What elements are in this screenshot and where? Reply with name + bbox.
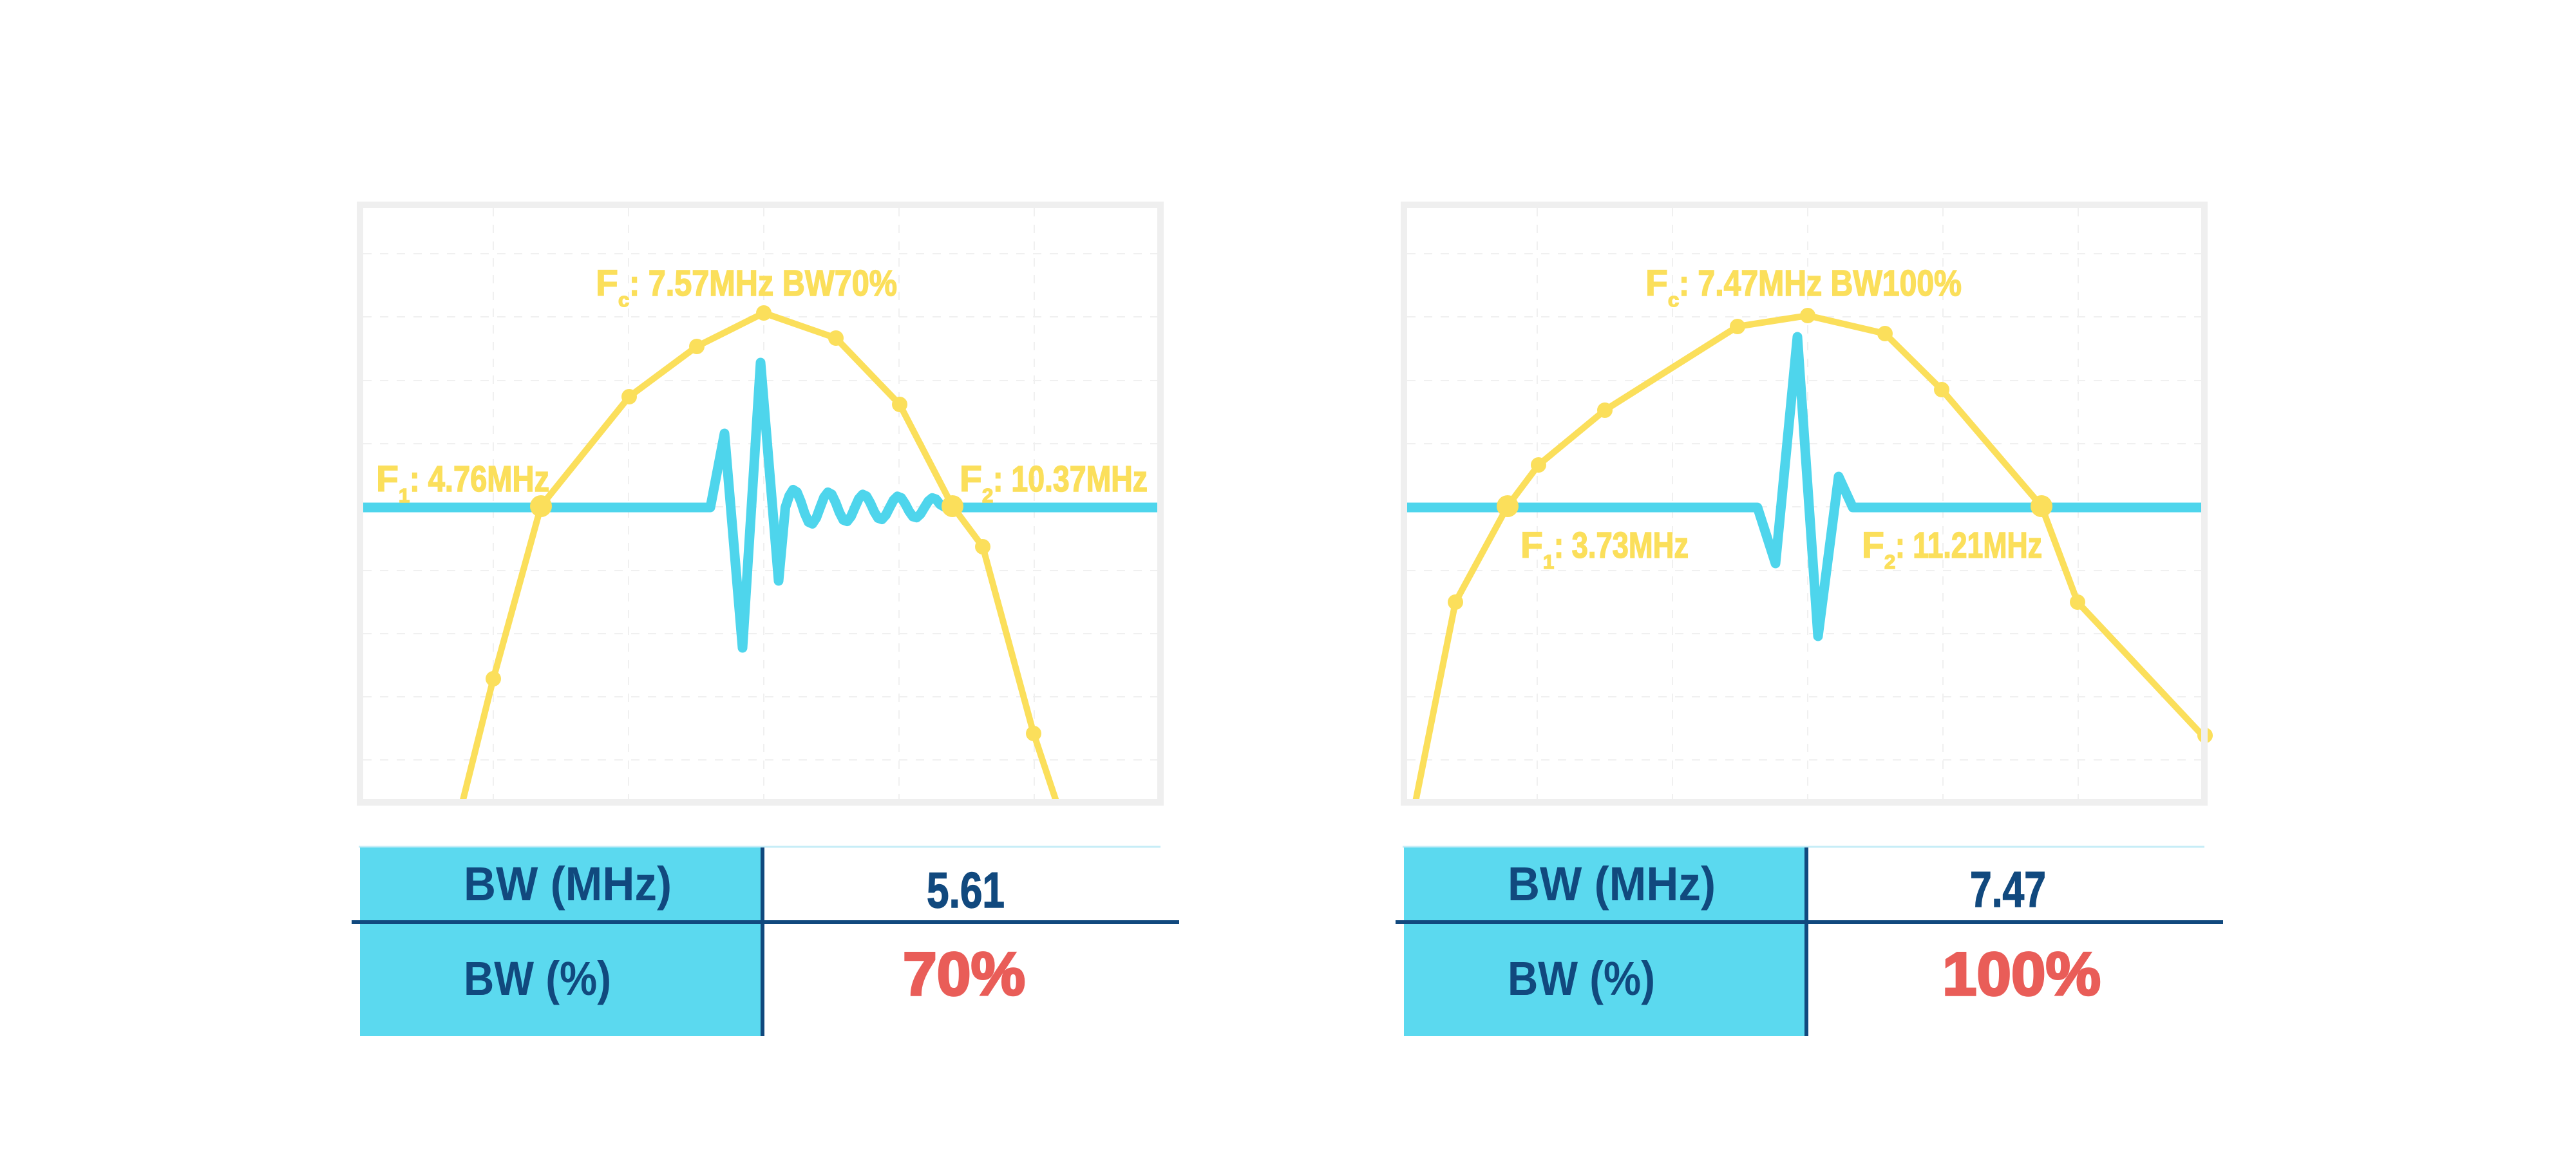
svg-text:1: 1 bbox=[1543, 551, 1554, 573]
svg-text:F: F bbox=[1645, 263, 1668, 304]
svg-text:2: 2 bbox=[1884, 551, 1895, 573]
svg-text:: 7.57MHz BW70%: : 7.57MHz BW70% bbox=[629, 263, 897, 304]
svg-text:F: F bbox=[596, 263, 618, 304]
svg-text:c: c bbox=[1668, 288, 1679, 311]
svg-text:F: F bbox=[960, 459, 982, 500]
svg-text:70%: 70% bbox=[903, 940, 1025, 1008]
svg-text:: 7.47MHz BW100%: : 7.47MHz BW100% bbox=[1679, 263, 1962, 304]
svg-text:F: F bbox=[376, 459, 399, 500]
svg-text:c: c bbox=[618, 288, 629, 311]
svg-text:: 4.76MHz: : 4.76MHz bbox=[410, 459, 549, 500]
svg-text:100%: 100% bbox=[1942, 940, 2101, 1008]
svg-text:: 3.73MHz: : 3.73MHz bbox=[1554, 525, 1689, 566]
svg-text:2: 2 bbox=[982, 484, 993, 507]
svg-text:F: F bbox=[1862, 525, 1884, 566]
svg-text:BW (%): BW (%) bbox=[464, 952, 611, 1005]
svg-text:: 10.37MHz: : 10.37MHz bbox=[993, 459, 1148, 500]
svg-text:: 11.21MHz: : 11.21MHz bbox=[1895, 525, 2042, 566]
svg-text:7.47: 7.47 bbox=[1970, 861, 2046, 918]
svg-text:BW (MHz): BW (MHz) bbox=[1508, 857, 1716, 911]
svg-text:BW (MHz): BW (MHz) bbox=[464, 857, 672, 911]
svg-text:BW (%): BW (%) bbox=[1508, 952, 1655, 1005]
svg-text:F: F bbox=[1520, 525, 1543, 566]
svg-text:5.61: 5.61 bbox=[927, 862, 1005, 918]
svg-text:1: 1 bbox=[399, 484, 410, 507]
